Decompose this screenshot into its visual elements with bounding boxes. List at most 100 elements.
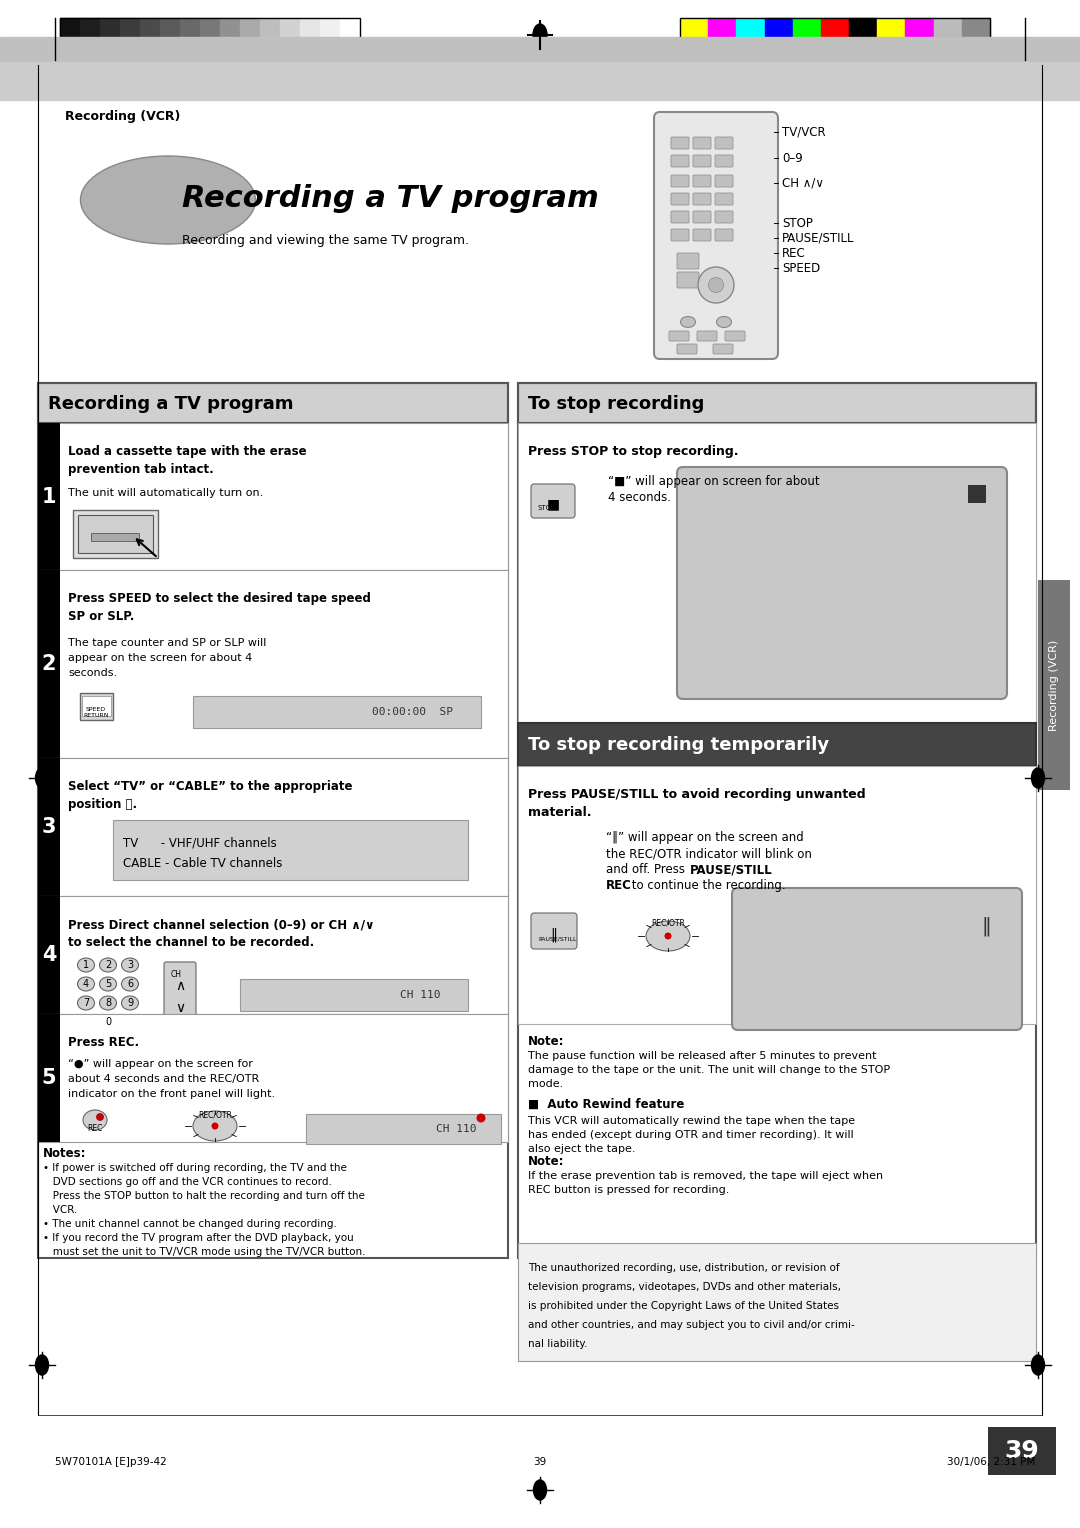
Bar [280,18,300,58]
Text: 3: 3 [42,817,56,837]
Text: Recording a TV program: Recording a TV program [183,183,598,212]
Bar [518,723,1036,766]
Ellipse shape [99,996,117,1010]
Ellipse shape [99,958,117,972]
Bar [60,18,360,58]
Text: appear on the screen for about 4: appear on the screen for about 4 [68,652,253,663]
Bar [120,18,140,58]
Bar [933,18,962,58]
Text: The pause function will be released after 5 minutes to prevent: The pause function will be released afte… [528,1051,877,1060]
Bar [180,18,200,58]
FancyBboxPatch shape [693,176,711,186]
Text: Press SPEED to select the desired tape speed: Press SPEED to select the desired tape s… [68,591,370,605]
Text: This VCR will automatically rewind the tape when the tape: This VCR will automatically rewind the t… [528,1115,855,1126]
Bar [320,18,340,58]
Bar [220,18,240,58]
Text: Press STOP to stop recording.: Press STOP to stop recording. [528,445,739,458]
Bar [82,695,111,717]
Text: CH 110: CH 110 [435,1125,476,1134]
Text: Load a cassette tape with the erase: Load a cassette tape with the erase [68,445,307,458]
FancyBboxPatch shape [693,193,711,205]
Bar [193,695,481,727]
Text: must set the unit to TV/VCR mode using the TV/VCR button.: must set the unit to TV/VCR mode using t… [43,1247,365,1258]
Text: REC/OTR: REC/OTR [651,918,685,927]
Ellipse shape [96,1114,104,1120]
Ellipse shape [78,976,95,992]
Bar [905,18,933,58]
Text: nal liability.: nal liability. [528,1339,588,1349]
Text: 5: 5 [42,1068,56,1088]
Text: Press the STOP button to halt the recording and turn off the: Press the STOP button to halt the record… [43,1190,365,1201]
Ellipse shape [698,267,734,303]
Text: Recording (VCR): Recording (VCR) [1049,639,1059,730]
FancyBboxPatch shape [671,138,689,150]
Bar [160,18,180,58]
Text: Note:: Note: [528,1155,565,1167]
FancyBboxPatch shape [693,138,711,150]
Text: Recording (VCR): Recording (VCR) [65,110,180,122]
Ellipse shape [121,976,138,992]
Ellipse shape [78,996,95,1010]
Ellipse shape [99,1015,117,1028]
FancyBboxPatch shape [693,211,711,223]
Bar [140,18,160,58]
Text: Press PAUSE/STILL to avoid recording unwanted: Press PAUSE/STILL to avoid recording unw… [528,788,866,801]
Ellipse shape [36,769,49,788]
FancyBboxPatch shape [671,176,689,186]
Bar [100,18,120,58]
Ellipse shape [708,278,724,292]
Ellipse shape [534,1481,546,1500]
Bar [680,18,990,58]
Text: 5: 5 [105,979,111,989]
Text: STOP: STOP [782,217,813,229]
Text: REC: REC [87,1125,103,1132]
Text: seconds.: seconds. [68,668,117,678]
Bar [765,18,793,58]
Text: Press REC.: Press REC. [68,1036,139,1050]
FancyBboxPatch shape [531,914,577,949]
Text: To stop recording temporarily: To stop recording temporarily [528,736,829,753]
Bar [240,979,468,1012]
Bar [877,18,905,58]
Ellipse shape [78,958,95,972]
Bar [962,18,990,58]
Text: Note:: Note: [528,1034,565,1048]
Bar [518,384,1036,423]
Bar [38,570,508,758]
Text: SPEED: SPEED [782,261,820,275]
Text: the REC/OTR indicator will blink on: the REC/OTR indicator will blink on [606,847,812,860]
Ellipse shape [81,156,256,244]
FancyBboxPatch shape [654,112,778,359]
Bar [38,758,60,895]
FancyBboxPatch shape [671,211,689,223]
Text: SP or SLP.: SP or SLP. [68,610,134,623]
Text: 7: 7 [83,998,90,1008]
Text: about 4 seconds and the REC/OTR: about 4 seconds and the REC/OTR [68,1074,259,1083]
Bar [200,18,220,58]
Bar [91,533,139,541]
FancyBboxPatch shape [713,344,733,354]
Text: CH: CH [171,970,183,979]
Text: Recording a TV program: Recording a TV program [48,396,294,413]
Text: Recording and viewing the same TV program.: Recording and viewing the same TV progra… [183,234,469,246]
Bar [38,423,508,570]
Text: VCR.: VCR. [43,1206,78,1215]
FancyBboxPatch shape [715,193,733,205]
Text: The unauthorized recording, use, distribution, or revision of: The unauthorized recording, use, distrib… [528,1264,839,1273]
Text: CH ∧/∨: CH ∧/∨ [782,177,824,189]
Bar [988,1427,1056,1475]
Bar [38,1015,60,1141]
Text: to continue the recording.: to continue the recording. [627,879,785,892]
Text: indicator on the front panel will light.: indicator on the front panel will light. [68,1089,275,1099]
Ellipse shape [716,316,731,327]
Bar [737,18,765,58]
Bar [1038,581,1070,790]
FancyBboxPatch shape [715,138,733,150]
Bar [38,384,508,423]
Bar [60,18,80,58]
Ellipse shape [1031,769,1044,788]
Text: • If you record the TV program after the DVD playback, you: • If you record the TV program after the… [43,1233,354,1242]
Bar [38,1015,508,1141]
FancyBboxPatch shape [671,229,689,241]
Bar [80,18,100,58]
